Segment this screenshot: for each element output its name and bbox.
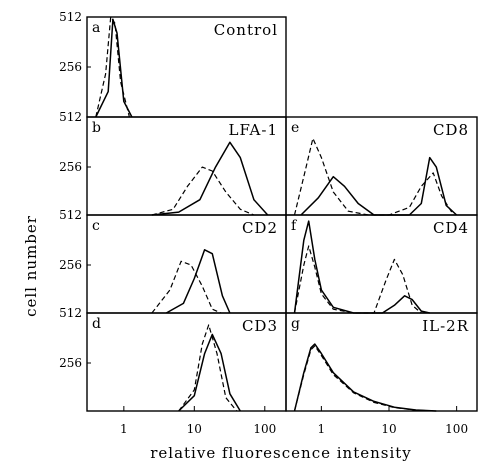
x-tick-label: 10 (381, 422, 396, 436)
solid-histogram-curve (151, 141, 269, 216)
y-tick-label: 256 (59, 258, 82, 272)
y-tick-label: 512 (59, 208, 82, 222)
y-tick-label: 256 (59, 60, 82, 74)
panel-letter-a: a (92, 20, 100, 36)
panel-title-a: Control (214, 21, 278, 39)
x-tick-label: 1 (318, 422, 326, 436)
panel-title-g: IL-2R (422, 317, 469, 335)
dashed-histogram-curve (95, 16, 130, 118)
y-tick-label: 512 (59, 10, 82, 24)
panel-e: e CD8 (285, 116, 478, 216)
dashed-histogram-curve (151, 260, 222, 314)
panel-letter-g: g (291, 316, 300, 332)
panel-f: f CD4 (285, 214, 478, 314)
x-tick-label: 1 (120, 422, 128, 436)
panel-title-c: CD2 (242, 219, 278, 237)
panel-g: g IL-2R 1 10 100 (285, 312, 478, 436)
panel-letter-f: f (291, 218, 298, 234)
solid-histogram-curve (178, 333, 241, 412)
panel-letter-c: c (92, 218, 100, 234)
dashed-histogram-curve (293, 245, 422, 314)
x-axis-label: relative fluorescence intensity (150, 444, 412, 462)
x-tick-label: 100 (253, 422, 276, 436)
panel-c: c CD2 256 512 (59, 214, 287, 320)
solid-histogram-curve (165, 249, 231, 314)
x-tick-label: 10 (187, 422, 202, 436)
panel-letter-e: e (291, 120, 299, 136)
dashed-histogram-curve (293, 137, 455, 216)
panel-title-d: CD3 (242, 317, 278, 335)
y-tick-label: 512 (59, 306, 82, 320)
panel-d: d CD3 256 1 10 100 (59, 312, 287, 436)
solid-histogram-curve (293, 343, 437, 412)
panel-a: a Control 512 256 512 (59, 10, 287, 124)
panel-frame-g (285, 312, 478, 412)
solid-histogram-curve (95, 18, 133, 118)
dashed-histogram-curve (151, 166, 255, 216)
panel-title-f: CD4 (433, 219, 469, 237)
x-tick-label: 100 (445, 422, 468, 436)
dashed-histogram-curve (293, 345, 437, 412)
panel-title-e: CD8 (433, 121, 469, 139)
y-axis-label: cell number (22, 215, 40, 317)
y-tick-label: 256 (59, 160, 82, 174)
panel-letter-d: d (92, 316, 101, 332)
panel-title-b: LFA-1 (228, 121, 278, 139)
y-tick-label: 512 (59, 110, 82, 124)
panel-letter-b: b (92, 120, 101, 136)
y-tick-label: 256 (59, 356, 82, 370)
dashed-histogram-curve (178, 324, 238, 412)
panel-b: b LFA-1 256 512 (59, 116, 287, 222)
